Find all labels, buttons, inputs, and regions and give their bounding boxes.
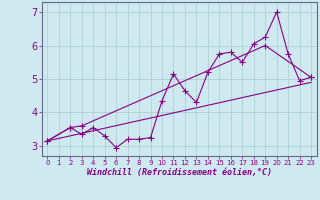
X-axis label: Windchill (Refroidissement éolien,°C): Windchill (Refroidissement éolien,°C) [87, 168, 272, 177]
